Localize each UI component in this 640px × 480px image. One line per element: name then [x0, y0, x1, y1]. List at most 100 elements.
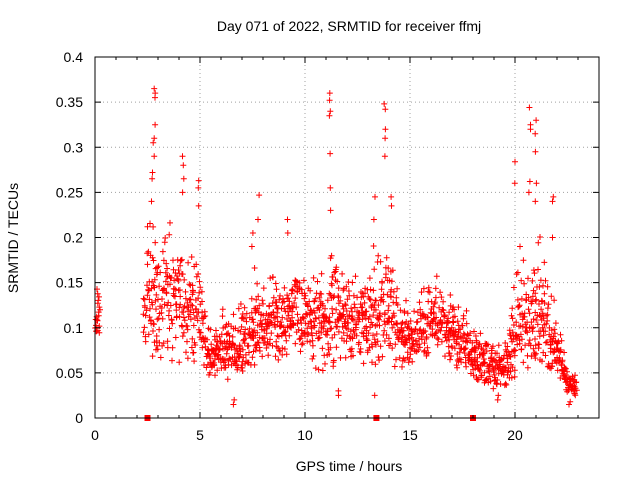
- data-point: [142, 312, 149, 319]
- data-point: [162, 278, 169, 285]
- data-point: [159, 315, 166, 322]
- data-point: [272, 280, 279, 287]
- data-point: [535, 266, 541, 273]
- data-point: [157, 269, 164, 276]
- data-point: [456, 349, 463, 356]
- data-point: [187, 311, 193, 318]
- data-point: [192, 342, 199, 348]
- data-point: [376, 322, 383, 329]
- data-point: [545, 301, 552, 308]
- data-point: [213, 333, 220, 340]
- data-point: [292, 295, 299, 302]
- data-point: [349, 279, 356, 286]
- data-point: [160, 257, 167, 264]
- data-point: [144, 292, 151, 299]
- data-point: [437, 289, 444, 296]
- data-point: [154, 264, 161, 271]
- data-point: [399, 363, 405, 370]
- data-point: [377, 258, 384, 265]
- data-point: [152, 239, 159, 246]
- data-point: [157, 354, 164, 361]
- data-point: [199, 298, 205, 305]
- data-point: [450, 319, 457, 326]
- data-point: [162, 269, 169, 276]
- y-tick-label: 0.35: [56, 94, 83, 110]
- data-point: [325, 340, 332, 347]
- data-point: [190, 322, 197, 329]
- data-point: [150, 328, 156, 334]
- data-point: [196, 329, 203, 336]
- data-point: [330, 363, 337, 370]
- data-point: [512, 347, 519, 354]
- data-point: [184, 326, 191, 333]
- data-point: [319, 367, 326, 374]
- data-point: [526, 178, 533, 185]
- data-point: [442, 353, 448, 360]
- data-point: [290, 322, 297, 329]
- data-point: [255, 340, 262, 346]
- data-point: [523, 291, 530, 298]
- data-point: [333, 264, 340, 271]
- data-point: [214, 367, 221, 374]
- data-point: [525, 306, 532, 313]
- y-tick-label: 0.05: [56, 365, 83, 381]
- data-point: [383, 271, 389, 278]
- data-point: [193, 261, 200, 268]
- data-point: [447, 356, 453, 363]
- data-point: [256, 348, 263, 354]
- data-point: [504, 371, 511, 378]
- data-point: [302, 292, 309, 299]
- data-point: [230, 401, 237, 408]
- data-point: [296, 336, 303, 343]
- data-point: [366, 313, 373, 320]
- data-point: [551, 326, 558, 333]
- data-point: [211, 361, 218, 368]
- data-point: [96, 304, 103, 311]
- data-point: [490, 385, 497, 392]
- data-point: [532, 297, 539, 304]
- data-point: [282, 328, 289, 335]
- data-point: [260, 285, 267, 292]
- data-point: [190, 349, 197, 356]
- data-point: [195, 295, 202, 302]
- data-point: [253, 296, 260, 303]
- data-point: [166, 307, 173, 314]
- data-point: [201, 313, 208, 320]
- data-point: [544, 339, 550, 345]
- data-point: [372, 361, 379, 368]
- data-point: [169, 320, 176, 327]
- data-point: [369, 359, 375, 366]
- data-point: [329, 282, 335, 289]
- data-point: [530, 345, 537, 352]
- data-point: [301, 295, 308, 302]
- data-point: [309, 342, 316, 349]
- data-point: [365, 347, 371, 354]
- data-point: [284, 292, 291, 299]
- data-point: [439, 319, 446, 326]
- data-point: [455, 304, 462, 311]
- data-point: [156, 283, 163, 290]
- data-point: [375, 302, 382, 309]
- data-point: [159, 296, 165, 302]
- data-point: [248, 243, 255, 250]
- data-point: [532, 198, 539, 205]
- data-point: [315, 366, 322, 373]
- data-point: [536, 301, 542, 307]
- data-point: [185, 259, 192, 266]
- data-point: [254, 280, 261, 287]
- data-point: [151, 284, 158, 291]
- data-point: [294, 311, 301, 318]
- data-point: [536, 283, 543, 290]
- data-point: [394, 301, 401, 308]
- data-point: [573, 379, 580, 386]
- data-point: [544, 305, 551, 312]
- data-point: [193, 273, 200, 280]
- data-point: [207, 353, 214, 360]
- data-point: [333, 344, 340, 351]
- data-point: [530, 267, 537, 274]
- data-point: [480, 350, 487, 357]
- data-point: [188, 301, 195, 308]
- data-point: [259, 297, 266, 304]
- data-point: [372, 306, 379, 313]
- data-point: [242, 326, 249, 333]
